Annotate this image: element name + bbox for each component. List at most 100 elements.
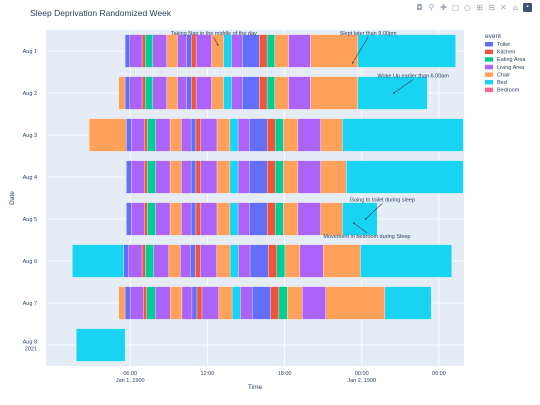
bar-segment-bed [346, 160, 464, 194]
bar-segment-chair [310, 76, 359, 110]
bar-segment-chair [325, 286, 386, 320]
bar-segment-toilet [191, 286, 198, 320]
bar-segment-living-area [129, 34, 143, 68]
modebar: ◘ ⚲ ✚ ▢ ○ ⊞ ⊟ ✕ ⌂ ▪ [415, 3, 532, 12]
bar-segment-toilet [249, 202, 268, 236]
bar-segment-toilet [126, 118, 132, 152]
bar-segment-living-area [152, 34, 167, 68]
legend-swatch [485, 72, 493, 77]
bar-segment-chair [166, 76, 178, 110]
bar-segment-toilet [249, 244, 269, 278]
autoscale-icon[interactable]: ✕ [500, 3, 507, 12]
legend-swatch [485, 80, 493, 85]
bar-segment-toilet [190, 244, 196, 278]
bar-segment-living-area [288, 76, 311, 110]
pan-icon[interactable]: ✚ [440, 3, 447, 12]
bar-segment-toilet [190, 202, 197, 236]
bar-segment-living-area [200, 160, 218, 194]
bar-segment-chair [169, 202, 182, 236]
bar-segment-eating-area [145, 34, 154, 68]
bar-segment-toilet [249, 118, 268, 152]
bar-segment-toilet [186, 34, 192, 68]
bar-segment-chair [283, 160, 299, 194]
bar-segment-eating-area [146, 286, 156, 320]
bar-segment-eating-area [276, 244, 286, 278]
bar-segment-living-area [288, 34, 311, 68]
bar-segment-living-area [237, 118, 250, 152]
bar-segment-living-area [131, 202, 145, 236]
bar-segment-chair [211, 76, 225, 110]
bar-segment-chair [170, 286, 183, 320]
bar-segment-living-area [129, 76, 143, 110]
legend-label: Chair [497, 72, 510, 78]
x-tick-label: 06:00 [123, 371, 137, 377]
bar-segment-living-area [155, 118, 171, 152]
bar-segment-bed [72, 244, 124, 278]
bar-segment-eating-area [266, 76, 275, 110]
bar-segment-kitchen [144, 160, 148, 194]
bar-segment-chair [323, 244, 361, 278]
bar-segment-bed [360, 244, 452, 278]
y-tick-label: Aug 4 [23, 175, 37, 181]
annotation-arrowhead [351, 61, 354, 64]
bar-segment-eating-area [275, 160, 284, 194]
bar-segment-toilet [242, 76, 260, 110]
zoom-in-icon[interactable]: ⊞ [476, 3, 483, 12]
bar-segment-toilet [123, 244, 129, 278]
chart-title: Sleep Deprivation Randomized Week [30, 8, 172, 18]
bar-segment-living-area [237, 202, 250, 236]
annotation-arrowhead [216, 43, 219, 46]
bar-segment-kitchen [267, 202, 276, 236]
bar-segment-chair [166, 34, 178, 68]
bar-segment-eating-area [147, 202, 156, 236]
bar-segment-living-area [302, 286, 326, 320]
bar-segment-living-area [155, 286, 171, 320]
bar-segment-bed [342, 118, 464, 152]
bar-segment-living-area [153, 244, 169, 278]
bar-segment-living-area [240, 286, 253, 320]
bar-segment-living-area [237, 160, 250, 194]
x-tick-label: 00:00 [355, 371, 369, 377]
bar-segment-kitchen [195, 118, 201, 152]
bar-segment-living-area [128, 244, 143, 278]
bar-segment-kitchen [144, 202, 148, 236]
lasso-icon[interactable]: ○ [464, 3, 471, 12]
bar-segment-living-area [297, 118, 321, 152]
y-tick-label: 2021 [25, 347, 37, 353]
bar-segment-eating-area [266, 34, 275, 68]
bars [72, 34, 464, 362]
bar-segment-kitchen [144, 118, 148, 152]
bar-segment-chair [287, 286, 303, 320]
bar-segment-kitchen [195, 244, 201, 278]
legend-swatch [485, 87, 493, 93]
annotation-arrow [353, 222, 368, 234]
bar-segment-living-area [297, 202, 321, 236]
legend-label: Kitchen [497, 50, 515, 56]
zoom-out-icon[interactable]: ⊟ [488, 3, 495, 12]
bar-segment-living-area [181, 286, 193, 320]
bar-segment-eating-area [145, 76, 154, 110]
bar-segment-living-area [200, 202, 218, 236]
bar-segment-chair [216, 160, 231, 194]
bar-segment-chair [169, 160, 182, 194]
reset-axes-icon[interactable]: ⌂ [512, 3, 519, 12]
annotation-arrow [352, 36, 369, 63]
legend-swatch [485, 57, 493, 62]
annotation-label: Taking Nap in the middle of the day [171, 31, 257, 37]
bar-segment-kitchen [191, 34, 197, 68]
y-tick-label: Aug 5 [23, 217, 37, 223]
bar-segment-toilet [124, 34, 130, 68]
legend-title: event [485, 33, 501, 40]
legend-swatch [485, 49, 493, 55]
x-tick-label: 06:00 [432, 371, 446, 377]
box-select-icon[interactable]: ▢ [451, 3, 460, 12]
camera-icon[interactable]: ◘ [416, 3, 423, 12]
bar-segment-living-area [200, 244, 217, 278]
bar-segment-living-area [177, 34, 187, 68]
annotation-label: Slept later than 9.00pm [340, 31, 397, 37]
annotation-arrowhead [353, 222, 355, 225]
bar-segment-bed [223, 34, 232, 68]
zoom-icon[interactable]: ⚲ [428, 3, 435, 12]
bar-segment-eating-area [278, 286, 288, 320]
annotation-arrow [365, 203, 383, 220]
